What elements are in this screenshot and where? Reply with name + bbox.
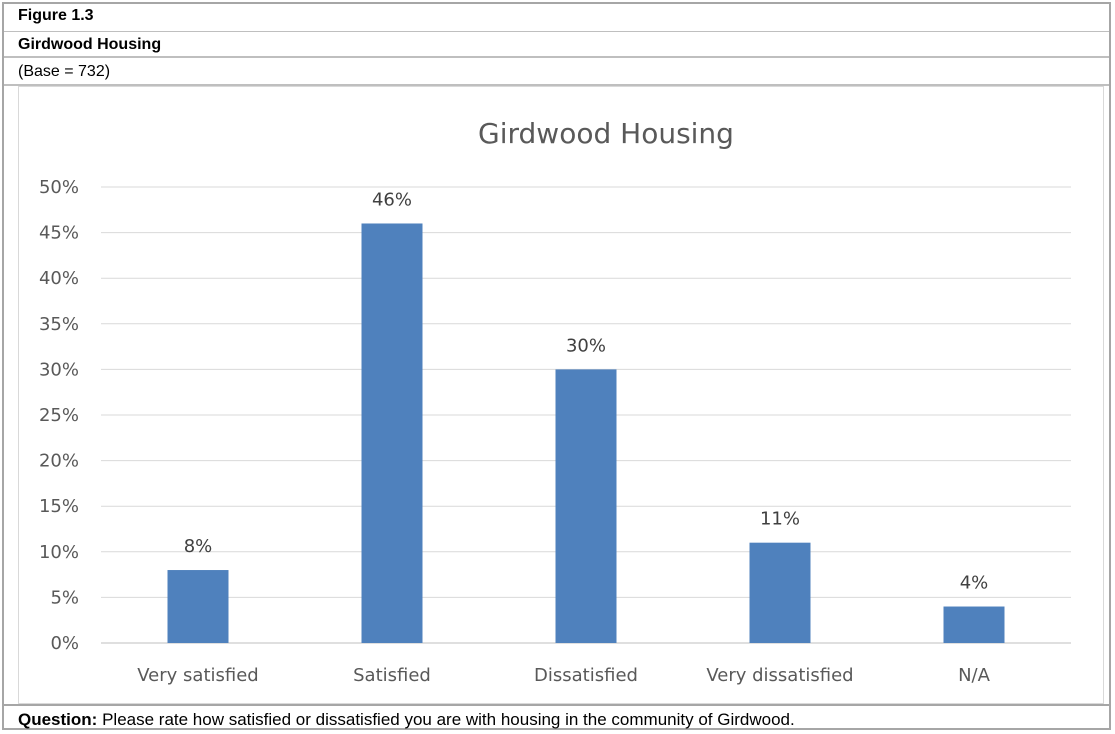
y-tick-label: 25% bbox=[39, 405, 79, 426]
y-tick-label: 30% bbox=[39, 359, 79, 380]
y-tick-label: 15% bbox=[39, 496, 79, 517]
x-tick-label: Very dissatisfied bbox=[706, 665, 853, 686]
question-label: Question: bbox=[18, 710, 98, 729]
data-label: 11% bbox=[760, 509, 800, 530]
y-tick-label: 10% bbox=[39, 542, 79, 563]
figure-title: Girdwood Housing bbox=[18, 36, 162, 53]
x-tick-label: Very satisfied bbox=[137, 665, 258, 686]
bar-very-satisfied bbox=[167, 570, 229, 643]
figure-number: Figure 1.3 bbox=[18, 7, 94, 24]
y-tick-label: 20% bbox=[39, 451, 79, 472]
question-text: Please rate how satisfied or dissatisfie… bbox=[102, 710, 795, 729]
footer-divider bbox=[4, 704, 1109, 706]
y-tick-label: 5% bbox=[50, 587, 79, 608]
base-divider bbox=[4, 84, 1109, 86]
question-footer: Question: Please rate how satisfied or d… bbox=[18, 710, 795, 730]
figure-header: Figure 1.3 Girdwood Housing bbox=[4, 4, 1109, 58]
x-tick-label: N/A bbox=[958, 665, 991, 686]
chart-title: Girdwood Housing bbox=[478, 117, 734, 150]
y-tick-label: 45% bbox=[39, 223, 79, 244]
data-label: 30% bbox=[566, 335, 606, 356]
bar-n-a bbox=[943, 606, 1005, 643]
bar-very-dissatisfied bbox=[749, 542, 811, 643]
header-divider bbox=[4, 31, 1109, 32]
y-tick-label: 40% bbox=[39, 268, 79, 289]
data-label: 4% bbox=[960, 573, 989, 594]
y-tick-label: 50% bbox=[39, 177, 79, 198]
y-tick-label: 0% bbox=[50, 633, 79, 654]
data-label: 46% bbox=[372, 189, 412, 210]
chart-area: Girdwood Housing 0% 5% 10% 15% 20% 25% 30% 35% 40… bbox=[18, 86, 1104, 704]
y-tick-label: 35% bbox=[39, 314, 79, 335]
bar-satisfied bbox=[361, 223, 423, 644]
base-count: (Base = 732) bbox=[18, 63, 111, 80]
data-label: 8% bbox=[184, 536, 213, 557]
bar-dissatisfied bbox=[555, 369, 617, 643]
x-tick-label: Satisfied bbox=[353, 665, 431, 686]
bar-chart: Girdwood Housing 0% 5% 10% 15% 20% 25% 30% 35% 40… bbox=[39, 117, 1071, 686]
x-tick-label: Dissatisfied bbox=[534, 665, 638, 686]
